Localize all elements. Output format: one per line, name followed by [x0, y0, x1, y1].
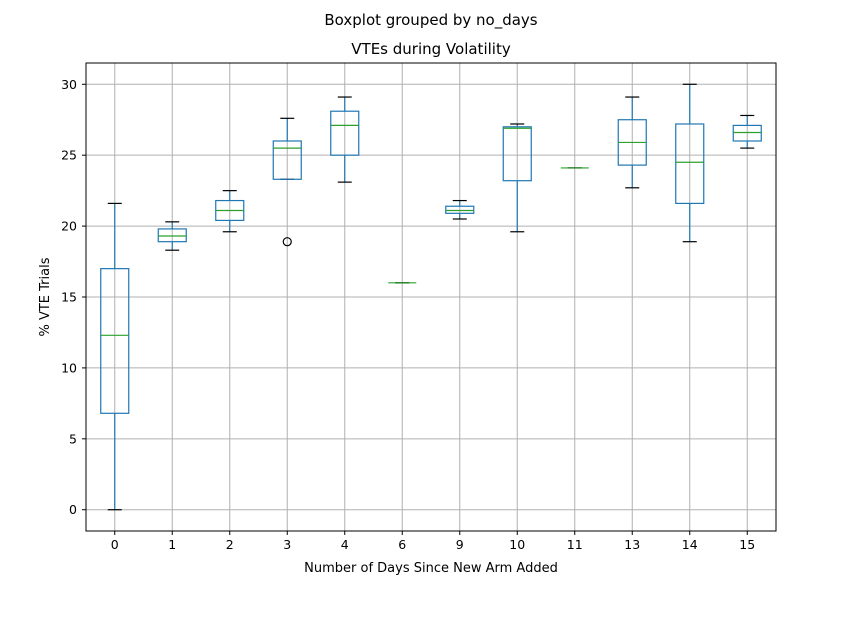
box-group-15 [732, 114, 762, 149]
y-tick-label: 10 [61, 360, 77, 375]
x-tick-label: 11 [567, 537, 583, 552]
x-tick-label: 1 [168, 537, 176, 552]
x-tick-label: 13 [624, 537, 640, 552]
box-group-13 [617, 96, 647, 189]
box-group-14 [675, 83, 705, 243]
x-tick-label: 9 [456, 537, 464, 552]
iqr-box [445, 205, 475, 214]
outlier-point [282, 237, 292, 247]
chart-title: VTEs during Volatility [351, 40, 511, 58]
y-tick-label: 30 [61, 77, 77, 92]
iqr-box [675, 123, 705, 205]
grid-lines [86, 63, 776, 531]
y-axis-label: % VTE Trials [38, 257, 53, 336]
box-group-10 [502, 123, 532, 233]
x-tick-label: 14 [682, 537, 698, 552]
x-tick-label: 10 [509, 537, 525, 552]
box-group-1 [157, 221, 187, 251]
iqr-box [502, 126, 532, 182]
y-tick-label: 20 [61, 219, 77, 234]
y-tick-label: 25 [61, 148, 77, 163]
box-series [100, 83, 762, 511]
y-tick-label: 5 [69, 431, 77, 446]
iqr-box [157, 228, 187, 243]
box-group-0 [100, 202, 130, 511]
box-group-3 [272, 117, 302, 247]
box-group-4 [330, 96, 360, 183]
x-tick-label: 15 [739, 537, 755, 552]
iqr-box [732, 124, 762, 142]
iqr-box [100, 268, 130, 414]
x-tick-label: 3 [283, 537, 291, 552]
x-tick-label: 6 [398, 537, 406, 552]
x-axis-label: Number of Days Since New Arm Added [304, 561, 558, 576]
y-tick-label: 15 [61, 290, 77, 305]
axis-ticks: 0 5 10 15 20 25 30 0 1 2 3 4 6 9 10 11 13 14 15 [61, 77, 755, 552]
box-group-9 [445, 199, 475, 220]
y-tick-label: 0 [69, 502, 77, 517]
box-group-2 [215, 190, 245, 233]
iqr-box [330, 110, 360, 156]
chart-suptitle: Boxplot grouped by no_days [324, 11, 537, 30]
x-tick-label: 4 [341, 537, 349, 552]
iqr-box [272, 140, 302, 180]
x-tick-label: 0 [111, 537, 119, 552]
x-tick-label: 2 [226, 537, 234, 552]
